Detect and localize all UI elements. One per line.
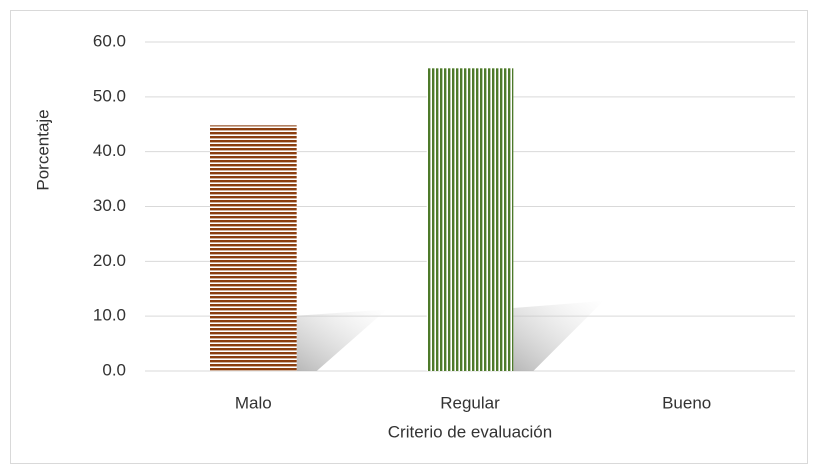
y-tick-label: 50.0 (93, 86, 126, 105)
x-tick-label: Bueno (662, 393, 711, 412)
x-tick-label: Regular (440, 393, 500, 412)
bar (210, 125, 297, 371)
y-axis-label: Porcentaje (33, 109, 52, 190)
y-tick-label: 40.0 (93, 141, 126, 160)
y-tick-label: 20.0 (93, 251, 126, 270)
bar-shadow (296, 309, 387, 371)
bar-shadow (513, 301, 604, 371)
bar (426, 68, 514, 371)
x-tick-label: Malo (235, 393, 272, 412)
chart-frame (10, 10, 808, 464)
y-tick-label: 30.0 (93, 196, 126, 215)
y-tick-label: 60.0 (93, 31, 126, 50)
x-axis-label: Criterio de evaluación (388, 422, 552, 441)
y-tick-label: 0.0 (102, 360, 126, 379)
y-tick-label: 10.0 (93, 306, 126, 325)
